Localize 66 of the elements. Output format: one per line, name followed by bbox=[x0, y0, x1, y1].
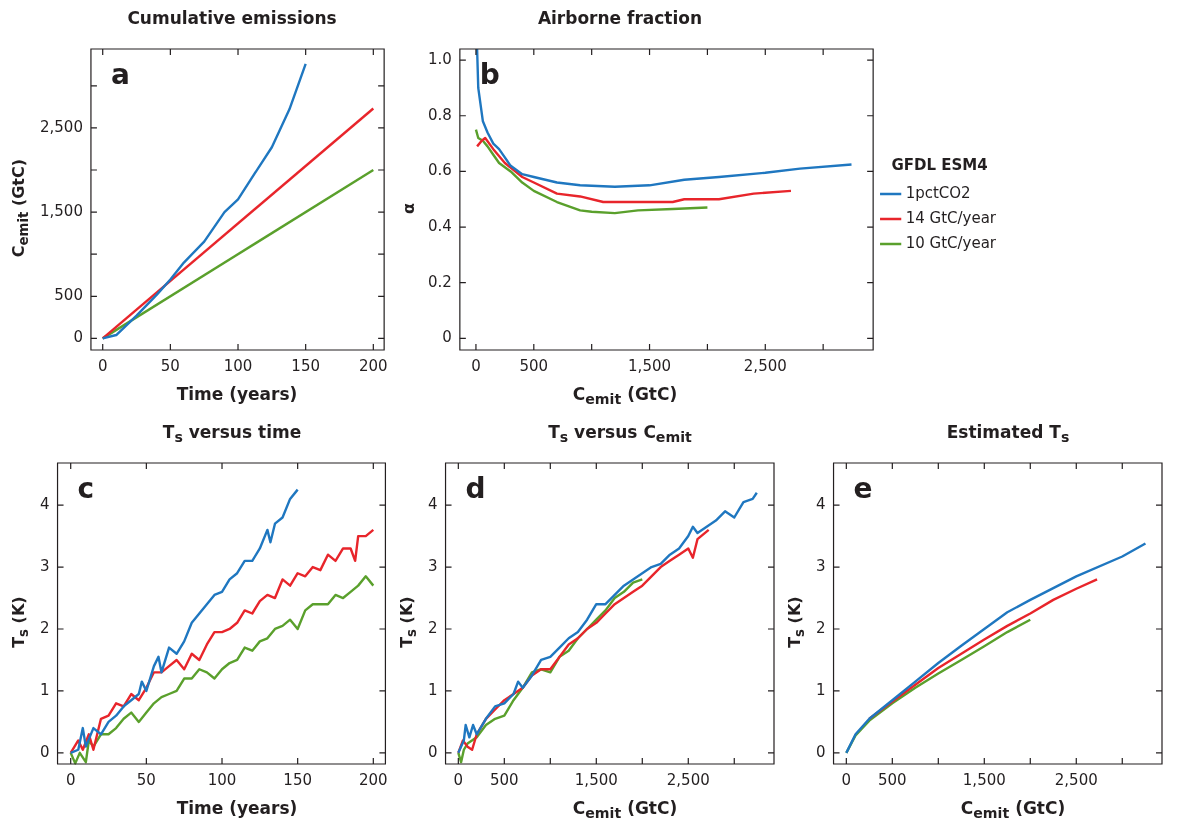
legend-label: 10 GtC/year bbox=[905, 233, 997, 252]
x-tick-label: 1,500 bbox=[628, 356, 672, 375]
y-tick-label: 2 bbox=[428, 618, 438, 637]
x-tick-label: 0 bbox=[841, 770, 852, 789]
x-tick-label: 0 bbox=[453, 770, 464, 789]
x-axis-title: C$_{emit}$ (GtC) bbox=[571, 798, 679, 822]
x-axis-title: C$_{emit}$ (GtC) bbox=[959, 798, 1067, 822]
x-tick-label: 500 bbox=[490, 770, 519, 789]
y-tick-label: 1 bbox=[428, 680, 438, 699]
y-tick-label: 0 bbox=[816, 742, 826, 761]
x-axis-title: Time (years) bbox=[175, 384, 299, 406]
annotation: e bbox=[853, 472, 873, 506]
annotation: b bbox=[479, 58, 500, 92]
chart-title: T$_{s}$ versus C$_{emit}$ bbox=[547, 422, 693, 446]
x-tick-label: 1,500 bbox=[574, 770, 618, 789]
y-tick-label: 0.8 bbox=[428, 105, 452, 124]
y-tick-label: 1.0 bbox=[428, 50, 452, 69]
y-tick-label: 3 bbox=[40, 556, 50, 575]
y-tick-label: 4 bbox=[428, 495, 438, 514]
y-tick-label: 2 bbox=[816, 618, 826, 637]
annotation: a bbox=[110, 58, 130, 92]
y-tick-label: 0.4 bbox=[428, 216, 452, 235]
x-tick-label: 150 bbox=[283, 770, 312, 789]
y-tick-label: 4 bbox=[816, 495, 826, 514]
y-tick-label: 3 bbox=[428, 556, 438, 575]
chart-title: Cumulative emissions bbox=[126, 8, 338, 30]
x-tick-label: 200 bbox=[359, 356, 388, 375]
y-tick-label: 0 bbox=[428, 742, 438, 761]
x-tick-label: 0 bbox=[471, 356, 481, 375]
y-tick-label: 4 bbox=[40, 495, 50, 514]
x-tick-label: 500 bbox=[878, 770, 907, 789]
x-tick-label: 500 bbox=[519, 356, 549, 375]
y-tick-label: 2,500 bbox=[39, 117, 83, 136]
x-tick-label: 1,500 bbox=[962, 770, 1006, 789]
y-tick-label: 0 bbox=[73, 328, 83, 347]
x-tick-label: 2,500 bbox=[1054, 770, 1098, 789]
y-tick-label: 0 bbox=[40, 742, 50, 761]
chart-title: Estimated T$_{s}$ bbox=[945, 422, 1071, 446]
x-tick-label: 2,500 bbox=[666, 770, 710, 789]
x-tick-label: 200 bbox=[359, 770, 388, 789]
y-tick-label: 0 bbox=[442, 328, 452, 347]
y-tick-label: 0.2 bbox=[428, 272, 452, 291]
y-tick-label: 1 bbox=[40, 680, 50, 699]
chart-title: T$_{s}$ versus time bbox=[161, 422, 303, 446]
x-tick-label: 2,500 bbox=[743, 356, 787, 375]
chart-title: Airborne fraction bbox=[536, 8, 704, 30]
y-tick-label: 3 bbox=[816, 556, 826, 575]
x-tick-label: 150 bbox=[291, 356, 320, 375]
x-tick-label: 0 bbox=[97, 356, 108, 375]
y-tick-label: 1,500 bbox=[39, 201, 83, 220]
annotation: d bbox=[465, 472, 486, 506]
y-axis-title: α bbox=[398, 202, 418, 214]
y-tick-label: 1 bbox=[816, 680, 826, 699]
x-tick-label: 50 bbox=[160, 356, 180, 375]
y-tick-label: 2 bbox=[40, 618, 50, 637]
legend-label: 14 GtC/year bbox=[905, 208, 997, 227]
x-tick-label: 100 bbox=[223, 356, 253, 375]
y-tick-label: 0.6 bbox=[428, 161, 452, 180]
x-tick-label: 50 bbox=[136, 770, 156, 789]
x-tick-label: 100 bbox=[207, 770, 237, 789]
legend-title: GFDL ESM4 bbox=[891, 155, 988, 174]
annotation: c bbox=[77, 472, 95, 506]
x-axis-title: Time (years) bbox=[175, 798, 299, 820]
y-tick-label: 500 bbox=[54, 286, 83, 305]
x-axis-title: C$_{emit}$ (GtC) bbox=[571, 384, 679, 408]
legend-label: 1pctCO2 bbox=[905, 183, 971, 202]
